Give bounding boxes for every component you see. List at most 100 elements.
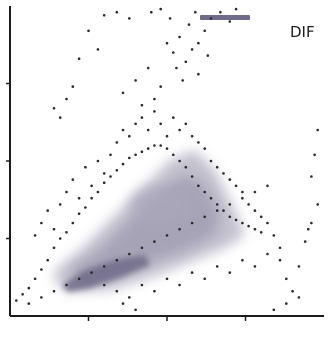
scatter-point bbox=[140, 103, 144, 107]
scatter-point bbox=[65, 190, 68, 194]
scatter-point bbox=[109, 175, 112, 178]
scatter-point bbox=[134, 153, 137, 157]
scatter-point bbox=[153, 97, 156, 101]
scatter-point bbox=[115, 289, 119, 293]
scatter-point bbox=[165, 147, 169, 150]
scatter-point bbox=[134, 79, 137, 82]
scatter-point bbox=[266, 252, 269, 256]
scatter-point bbox=[77, 196, 81, 200]
scatter-point bbox=[102, 14, 106, 17]
scatter-point bbox=[128, 17, 131, 20]
scatter-point bbox=[165, 277, 169, 281]
scatter-point bbox=[253, 265, 257, 268]
scatter-point bbox=[316, 128, 320, 132]
scatter-point bbox=[84, 206, 87, 209]
scatter-point bbox=[71, 178, 75, 181]
scatter-point bbox=[178, 283, 181, 287]
scatter-point bbox=[203, 29, 206, 33]
scatter-point bbox=[184, 122, 188, 126]
scatter-point bbox=[90, 184, 93, 188]
scatter-point bbox=[134, 122, 137, 126]
scatter-point bbox=[140, 116, 144, 119]
scatter-point bbox=[203, 215, 206, 219]
scatter-point bbox=[87, 29, 90, 33]
scatter-point bbox=[77, 212, 81, 215]
scatter-point bbox=[222, 172, 225, 175]
density-cloud-core bbox=[130, 187, 190, 223]
scatter-point bbox=[52, 289, 56, 293]
scatter-point bbox=[197, 41, 200, 45]
scatter-point bbox=[228, 215, 232, 219]
scatter-point bbox=[115, 258, 119, 262]
scatter-point bbox=[84, 165, 87, 169]
scatter-point bbox=[228, 203, 232, 206]
scatter-point bbox=[168, 17, 172, 20]
scatter-point bbox=[21, 293, 24, 296]
scatter-point bbox=[234, 184, 238, 188]
scatter-point bbox=[40, 221, 43, 225]
scatter-point bbox=[234, 7, 238, 11]
scatter-point bbox=[165, 234, 169, 237]
scatter-point bbox=[109, 153, 112, 157]
scatter-point bbox=[272, 234, 276, 237]
scatter-point bbox=[209, 159, 213, 163]
scatter-point bbox=[172, 116, 175, 119]
scatter-point bbox=[307, 227, 310, 231]
scatter-point bbox=[228, 178, 232, 181]
scatter-point bbox=[96, 48, 100, 51]
scatter-point bbox=[102, 283, 106, 287]
scatter-point bbox=[121, 162, 125, 166]
scatter-point bbox=[159, 144, 162, 147]
scatter-point bbox=[310, 175, 313, 178]
scatter-point bbox=[121, 91, 125, 95]
scatter-point bbox=[303, 240, 307, 243]
scatter-point bbox=[90, 271, 93, 274]
scatter-point bbox=[115, 10, 119, 14]
scatter-point bbox=[190, 134, 194, 138]
scatter-point bbox=[33, 234, 37, 237]
scatter-point bbox=[203, 147, 206, 150]
top-density-bar bbox=[200, 15, 250, 20]
scatter-point bbox=[259, 215, 263, 219]
scatter-point bbox=[310, 221, 313, 225]
scatter-point bbox=[140, 150, 144, 153]
scatter-point bbox=[178, 159, 181, 163]
scatter-point bbox=[96, 190, 100, 194]
scatter-point bbox=[159, 7, 162, 11]
scatter-point bbox=[234, 218, 238, 222]
scatter-point bbox=[184, 60, 188, 64]
scatter-point bbox=[128, 156, 131, 160]
density-cloud bbox=[55, 150, 245, 292]
axes bbox=[6, 6, 324, 321]
scatter-point bbox=[65, 283, 68, 287]
scatter-point bbox=[140, 283, 144, 287]
scatter-point bbox=[14, 299, 18, 302]
scatter-point bbox=[253, 190, 257, 194]
scatter-point bbox=[115, 141, 119, 144]
scatter-point bbox=[46, 258, 49, 262]
scatter-point bbox=[58, 237, 62, 240]
scatter-point bbox=[121, 128, 125, 132]
scatter-point bbox=[241, 196, 244, 200]
scatter-point bbox=[27, 302, 31, 305]
scatter-point bbox=[278, 258, 282, 262]
scatter-point bbox=[159, 85, 162, 88]
scatter-point bbox=[272, 308, 276, 312]
scatter-point bbox=[313, 153, 316, 157]
scatter-point bbox=[65, 97, 68, 101]
scatter-point bbox=[128, 296, 131, 299]
scatter-point bbox=[203, 277, 206, 281]
scatter-point bbox=[266, 221, 269, 225]
scatter-point bbox=[52, 107, 56, 110]
scatter-point bbox=[146, 66, 150, 70]
chart-title: DIF bbox=[290, 23, 315, 41]
scatter-point bbox=[215, 165, 219, 169]
scatter-point bbox=[159, 122, 162, 126]
scatter-point bbox=[190, 48, 194, 51]
scatter-point bbox=[178, 227, 181, 231]
scatter-point bbox=[172, 51, 175, 54]
scatter-points bbox=[14, 7, 320, 312]
scatter-point bbox=[27, 286, 31, 290]
scatter-point bbox=[52, 227, 56, 231]
scatter-point bbox=[71, 221, 75, 225]
